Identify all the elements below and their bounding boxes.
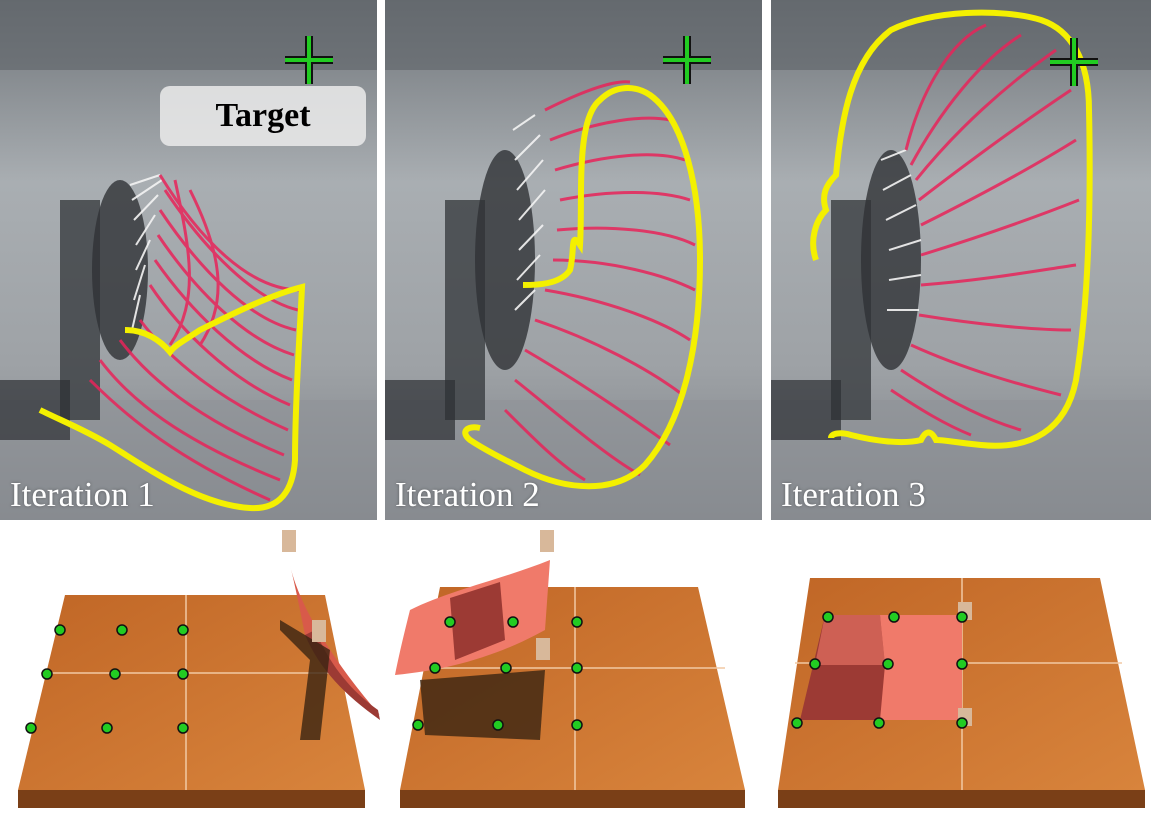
white-strands [512, 114, 546, 311]
iteration-3-panel: Iteration 3 [771, 0, 1151, 520]
iteration-3-label: Iteration 3 [781, 475, 926, 514]
iteration-2-scene [385, 0, 762, 520]
white-strands [129, 174, 163, 331]
simulation-row [0, 520, 1151, 817]
yellow-outline [462, 85, 704, 490]
iteration-2-panel: Iteration 2 [385, 0, 762, 520]
grasp-points [412, 616, 583, 731]
iteration-1-label: Iteration 1 [10, 475, 155, 514]
iteration-1-scene [0, 0, 377, 520]
pink-strands [503, 80, 696, 482]
iteration-1-panel: Target Iteration 1 [0, 0, 377, 520]
white-strands [880, 149, 922, 311]
yellow-outline [38, 283, 306, 512]
table-3 [778, 578, 1145, 808]
target-label-box: Target [160, 86, 366, 146]
iteration-3-scene [771, 0, 1151, 520]
simulation-scenes [18, 530, 1145, 808]
table-1 [18, 530, 380, 808]
pink-strands [88, 174, 301, 502]
iteration-2-label: Iteration 2 [395, 475, 540, 514]
pink-strands [890, 23, 1080, 437]
grasp-points [791, 611, 968, 729]
yellow-outline [810, 9, 1093, 449]
grasp-points [25, 624, 189, 734]
table-2 [395, 530, 745, 808]
target-label: Target [215, 97, 311, 134]
